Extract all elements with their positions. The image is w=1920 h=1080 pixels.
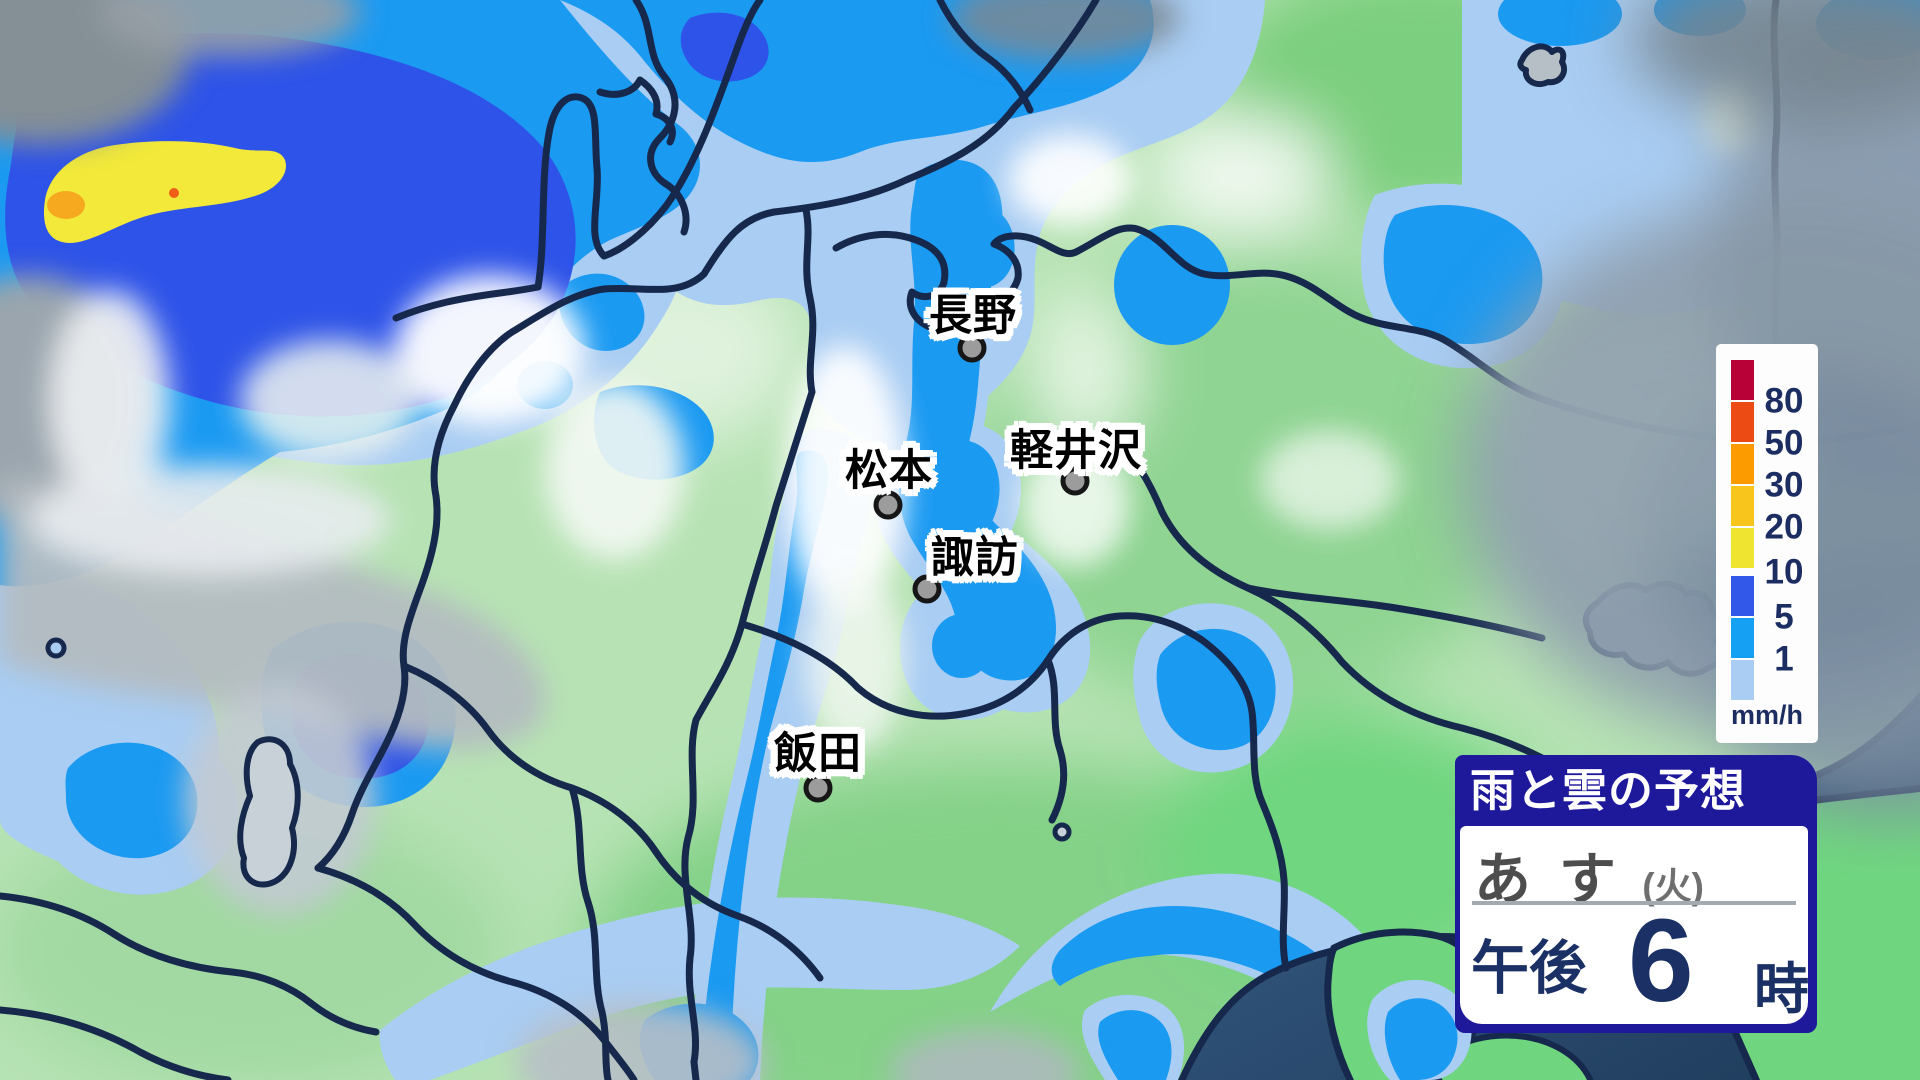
rain-intensity-legend: 80 50 30 20 10 5 1 mm/h bbox=[1716, 344, 1818, 743]
city-nagano-marker bbox=[957, 333, 987, 363]
lake-fuji-small bbox=[1052, 822, 1072, 842]
divider bbox=[1472, 901, 1796, 905]
legend-swatch-10-20 bbox=[1731, 528, 1754, 568]
forecast-time-period: 午後 bbox=[1471, 936, 1588, 1001]
rain-intense-layer bbox=[43, 141, 286, 243]
lake-small-west bbox=[45, 637, 67, 659]
lake-biwa bbox=[237, 736, 301, 888]
legend-label-30: 30 bbox=[1764, 465, 1804, 505]
legend-swatch-0-1 bbox=[1731, 660, 1754, 700]
legend-label-50: 50 bbox=[1764, 423, 1804, 463]
legend-label-10: 10 bbox=[1764, 552, 1804, 592]
forecast-weekday: (火) bbox=[1642, 866, 1704, 907]
legend-swatch-1-5 bbox=[1731, 618, 1754, 658]
legend-label-20: 20 bbox=[1764, 507, 1804, 547]
city-suwa-marker bbox=[912, 574, 942, 604]
legend-swatch-50-80 bbox=[1731, 402, 1754, 442]
forecast-body: あ す (火) 午後 6 時 bbox=[1460, 826, 1810, 1027]
forecast-time-unit: 時 bbox=[1754, 958, 1810, 1020]
legend-label-80: 80 bbox=[1764, 381, 1804, 421]
legend-unit-label: mm/h bbox=[1730, 700, 1803, 730]
forecast-title: 雨と雲の予想 bbox=[1470, 765, 1747, 816]
city-matsumoto-label: 松本 bbox=[845, 447, 933, 495]
city-nagano-label: 長野 bbox=[929, 292, 1017, 340]
city-karuizawa-label: 軽井沢 bbox=[1010, 427, 1142, 475]
city-suwa-label: 諏訪 bbox=[931, 534, 1019, 582]
city-matsumoto-marker bbox=[873, 490, 903, 520]
cloud-layer bbox=[0, 0, 1765, 1080]
legend-label-1: 1 bbox=[1774, 639, 1794, 679]
city-iida-label: 飯田 bbox=[774, 730, 862, 778]
lake-small-north bbox=[1517, 43, 1568, 88]
city-karuizawa-marker bbox=[1060, 466, 1090, 496]
legend-swatch-80plus bbox=[1731, 360, 1754, 400]
city-iida-marker bbox=[803, 773, 833, 803]
legend-swatch-30-50 bbox=[1731, 444, 1754, 484]
forecast-info-panel: 雨と雲の予想 あ す (火) 午後 6 時 bbox=[1455, 755, 1817, 1033]
forecast-time-hour: 6 bbox=[1628, 895, 1694, 1027]
legend-swatch-5-10 bbox=[1731, 576, 1754, 616]
legend-label-5: 5 bbox=[1774, 597, 1794, 637]
legend-swatch-20-30 bbox=[1731, 486, 1754, 526]
